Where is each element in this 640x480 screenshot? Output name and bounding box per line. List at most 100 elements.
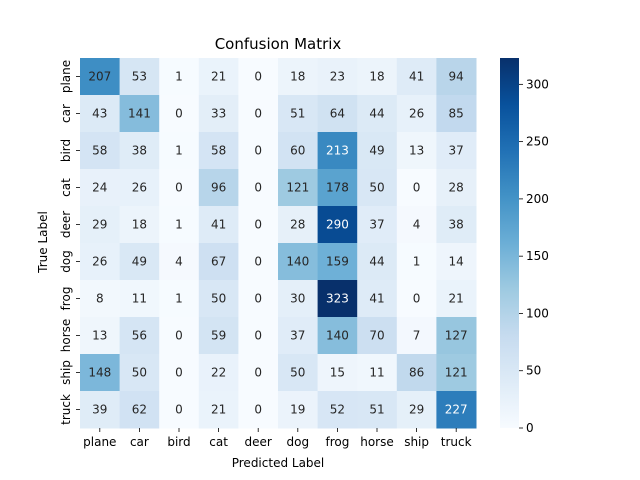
heatmap-cell <box>396 391 437 429</box>
heatmap-cell <box>396 317 437 355</box>
cell-value-label: 28 <box>449 181 464 195</box>
cell-value-label: 1 <box>175 218 183 232</box>
cell-value-label: 0 <box>254 403 262 417</box>
heatmap-cell <box>119 317 160 355</box>
cell-value-label: 38 <box>132 144 147 158</box>
heatmap-cell <box>238 206 279 244</box>
colorbar-tick-label: 100 <box>526 306 549 320</box>
cell-value-label: 58 <box>92 144 107 158</box>
heatmap-cell <box>436 95 477 133</box>
heatmap-cell <box>198 391 239 429</box>
colorbar-gradient <box>500 58 519 428</box>
cell-value-label: 50 <box>369 181 384 195</box>
heatmap-cell <box>317 317 358 355</box>
heatmap-cell <box>436 280 477 318</box>
heatmap-cell <box>396 206 437 244</box>
heatmap-cell <box>436 58 477 96</box>
heatmap-cell <box>278 169 319 207</box>
heatmap-cell <box>278 132 319 170</box>
cell-value-label: 0 <box>254 218 262 232</box>
heatmap-cell <box>159 206 200 244</box>
y-axis-ticks: plane car bird cat deer dog frog horse ship truck <box>59 60 80 425</box>
heatmap-cell <box>198 95 239 133</box>
cell-value-label: 0 <box>175 181 183 195</box>
cell-value-label: 148 <box>88 366 111 380</box>
heatmap-cell <box>396 58 437 96</box>
cell-value-label: 44 <box>369 107 384 121</box>
x-tick-label: ship <box>404 435 429 449</box>
heatmap-cell <box>80 280 121 318</box>
heatmap-cell <box>238 243 279 281</box>
colorbar-tick-label: 250 <box>526 135 549 149</box>
heatmap-cell <box>198 243 239 281</box>
heatmap-cell <box>436 169 477 207</box>
heatmap-cell <box>80 58 121 96</box>
cell-value-label: 21 <box>449 292 464 306</box>
cell-value-label: 11 <box>132 292 147 306</box>
heatmap-cell <box>278 58 319 96</box>
heatmap-cell <box>396 354 437 392</box>
heatmap-cell <box>198 354 239 392</box>
cell-value-label: 29 <box>409 403 424 417</box>
colorbar-tick-label: 200 <box>526 192 549 206</box>
y-tick-label: ship <box>59 360 73 385</box>
heatmap-cell <box>317 132 358 170</box>
heatmap-cell <box>159 391 200 429</box>
heatmap-cell <box>198 169 239 207</box>
cell-value-label: 30 <box>290 292 305 306</box>
heatmap-cell <box>119 58 160 96</box>
cell-value-label: 41 <box>211 218 226 232</box>
cell-value-label: 0 <box>254 70 262 84</box>
y-tick-label: horse <box>59 319 73 353</box>
heatmap-cell <box>238 354 279 392</box>
cell-value-label: 140 <box>286 255 309 269</box>
heatmap-cell <box>357 280 398 318</box>
heatmap-cell <box>357 169 398 207</box>
heatmap-cell <box>80 317 121 355</box>
cell-value-label: 53 <box>132 70 147 84</box>
x-tick-label: bird <box>167 435 190 449</box>
heatmap-cell <box>119 243 160 281</box>
heatmap-cell <box>159 243 200 281</box>
heatmap-cell <box>278 317 319 355</box>
cell-value-label: 0 <box>413 181 421 195</box>
cell-value-label: 1 <box>413 255 421 269</box>
heatmap-cell <box>278 354 319 392</box>
heatmap-cell <box>436 243 477 281</box>
y-tick-label: frog <box>59 287 73 311</box>
cell-value-label: 29 <box>92 218 107 232</box>
cell-value-label: 323 <box>326 292 349 306</box>
cell-value-label: 121 <box>286 181 309 195</box>
cell-value-label: 227 <box>445 403 468 417</box>
colorbar-tick-label: 300 <box>526 77 549 91</box>
heatmap-cell <box>198 132 239 170</box>
heatmap-cell <box>436 206 477 244</box>
cell-value-label: 13 <box>92 329 107 343</box>
heatmap-cell <box>238 280 279 318</box>
heatmap-cell <box>238 317 279 355</box>
cell-value-label: 50 <box>211 292 226 306</box>
heatmap-cell <box>159 169 200 207</box>
cell-value-label: 60 <box>290 144 305 158</box>
cell-value-label: 1 <box>175 70 183 84</box>
cell-value-label: 0 <box>413 292 421 306</box>
cell-value-label: 41 <box>409 70 424 84</box>
x-tick-label: dog <box>287 435 310 449</box>
cell-value-label: 0 <box>175 403 183 417</box>
cell-value-label: 0 <box>175 107 183 121</box>
cell-value-label: 18 <box>369 70 384 84</box>
x-axis-ticks: plane car bird cat deer dog frog horse ship truck <box>83 428 472 449</box>
cell-value-label: 86 <box>409 366 424 380</box>
cell-value-label: 44 <box>369 255 384 269</box>
heatmap-cell <box>159 132 200 170</box>
cell-value-label: 51 <box>369 403 384 417</box>
y-tick-label: dog <box>59 250 73 273</box>
heatmap-cell <box>159 58 200 96</box>
cell-value-label: 37 <box>369 218 384 232</box>
cell-value-label: 18 <box>132 218 147 232</box>
y-tick-label: truck <box>59 394 73 425</box>
x-axis-label: Predicted Label <box>232 456 325 470</box>
cell-value-label: 50 <box>132 366 147 380</box>
cell-value-label: 24 <box>92 181 107 195</box>
